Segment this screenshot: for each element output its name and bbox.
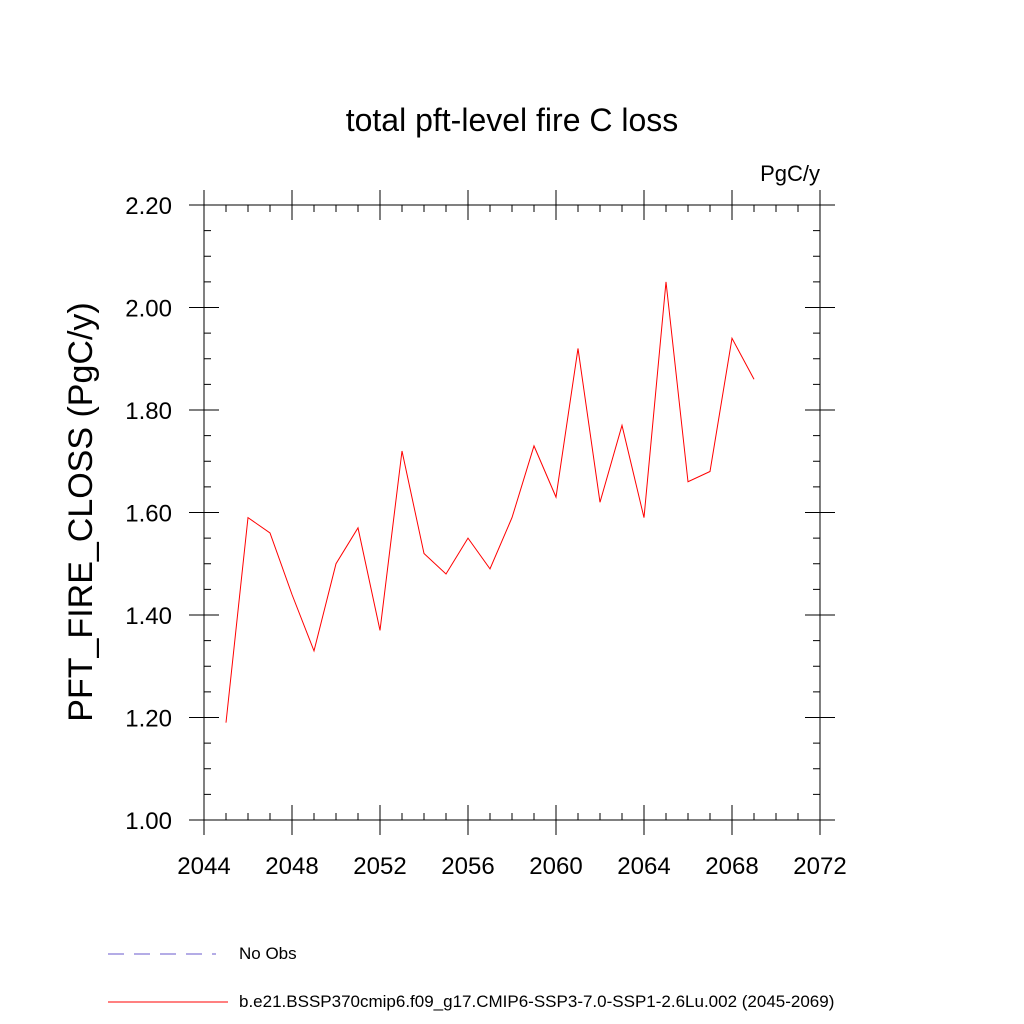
x-tick-label: 2048 bbox=[265, 853, 318, 880]
chart-title: total pft-level fire C loss bbox=[346, 102, 679, 138]
units-label: PgC/y bbox=[760, 161, 820, 186]
x-tick-label: 2044 bbox=[177, 853, 230, 880]
legend-label-model-run: b.e21.BSSP370cmip6.f09_g17.CMIP6-SSP3-7.… bbox=[239, 992, 834, 1011]
series-line bbox=[225, 281, 755, 723]
axis-ticks bbox=[189, 190, 835, 835]
x-tick-label: 2056 bbox=[441, 853, 494, 880]
y-tick-label: 1.20 bbox=[125, 706, 172, 733]
x-tick-label: 2060 bbox=[529, 853, 582, 880]
series-layer bbox=[225, 281, 755, 723]
axis-tick-labels: 2044 2048 2052 2056 2060 2064 2068 2072 1.00 1.20… bbox=[125, 193, 846, 880]
x-tick-label: 2068 bbox=[705, 853, 758, 880]
x-tick-label: 2072 bbox=[793, 853, 846, 880]
y-tick-label: 1.40 bbox=[125, 603, 172, 630]
legend-label-no-obs: No Obs bbox=[239, 944, 297, 963]
y-tick-label: 1.80 bbox=[125, 398, 172, 425]
x-tick-label: 2052 bbox=[353, 853, 406, 880]
y-axis-label: PFT_FIRE_CLOSS (PgC/y) bbox=[62, 302, 100, 721]
plot-frame bbox=[203, 204, 821, 821]
y-tick-label: 2.00 bbox=[125, 296, 172, 323]
y-tick-label: 1.60 bbox=[125, 501, 172, 528]
x-tick-label: 2064 bbox=[617, 853, 670, 880]
y-tick-label: 1.00 bbox=[125, 808, 172, 835]
y-tick-label: 2.20 bbox=[125, 193, 172, 220]
